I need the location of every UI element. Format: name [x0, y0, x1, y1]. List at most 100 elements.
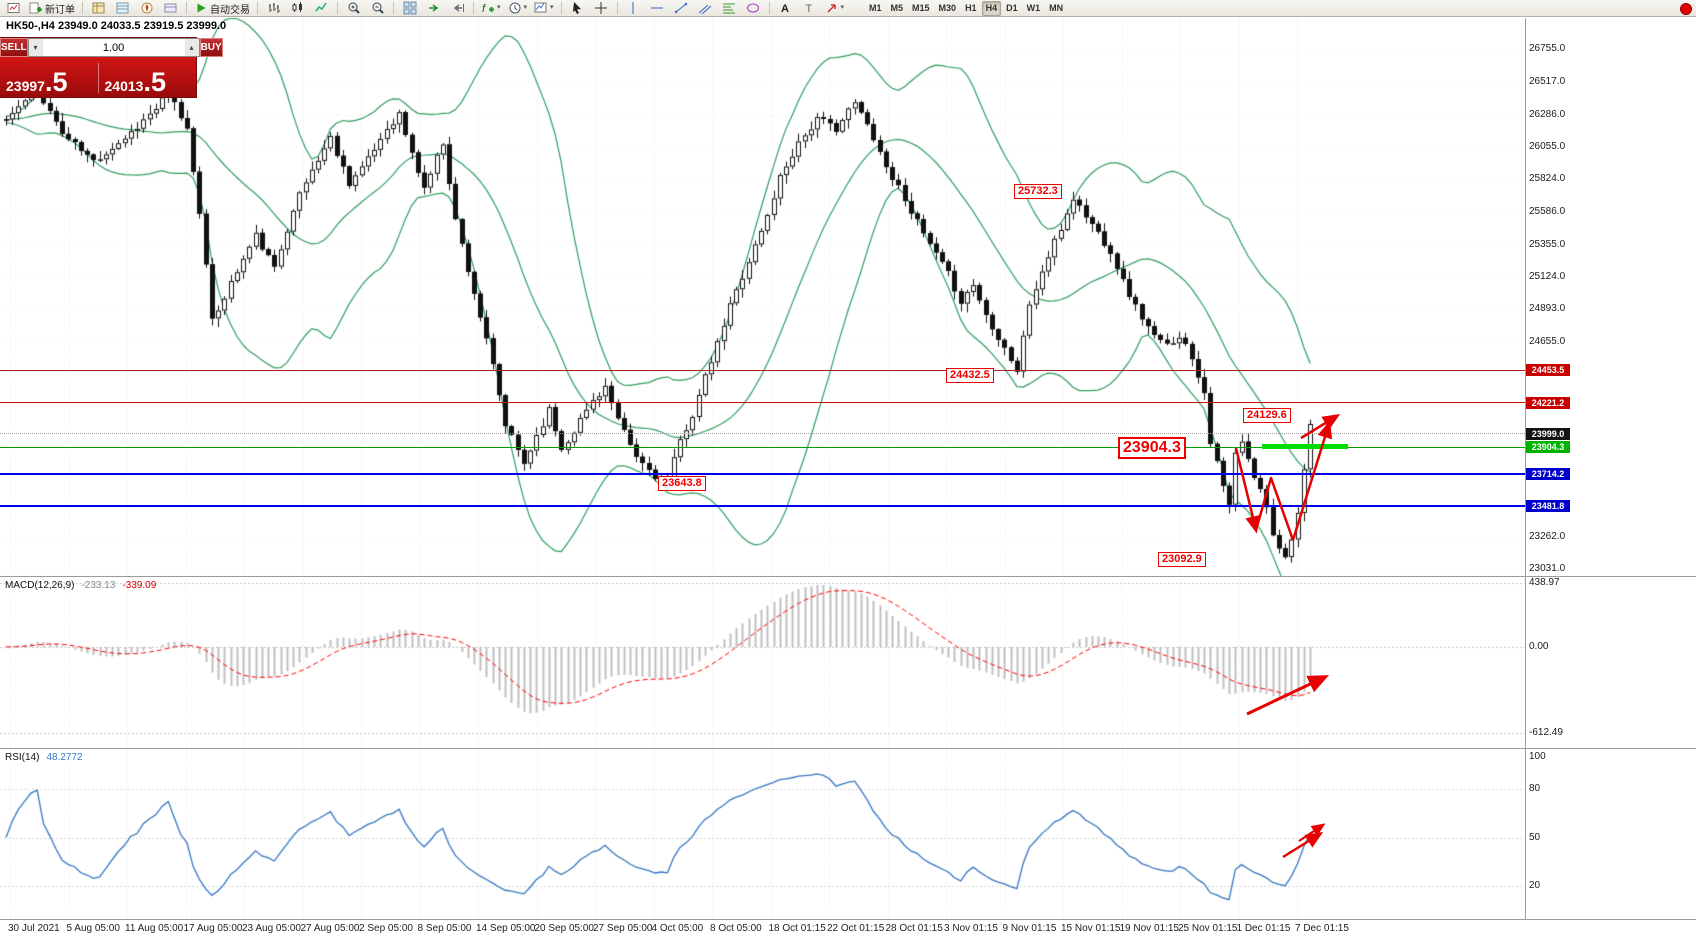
time-axis-label: 8 Sep 05:00 — [417, 923, 472, 934]
toolbar-separator — [768, 2, 770, 14]
timeframe-h4-button[interactable]: H4 — [981, 1, 1002, 16]
new-chart-button[interactable] — [2, 0, 25, 17]
time-axis-label: 23 Aug 05:00 — [242, 923, 301, 934]
resistance-line-24221[interactable] — [0, 402, 1525, 404]
time-axis-label: 3 Nov 01:15 — [944, 923, 998, 934]
price-axis-badge: 23999.0 — [1526, 427, 1570, 440]
time-axis-label: 9 Nov 01:15 — [1002, 923, 1057, 934]
price-axis-label: 26755.0 — [1529, 43, 1566, 54]
chart-shift-button[interactable] — [446, 0, 469, 17]
rsi-panel-separator[interactable] — [0, 748, 1696, 749]
timeframe-w1-button[interactable]: W1 — [1026, 3, 1041, 13]
autotrading-button[interactable]: 自动交易 — [191, 0, 253, 17]
timeframe-m15-button[interactable]: M15 — [912, 3, 930, 13]
crosshair-button[interactable] — [590, 0, 613, 17]
price-axis-label: 26055.0 — [1529, 140, 1566, 152]
timeframe-m1-button[interactable]: M1 — [869, 3, 882, 13]
last-price-line-23999[interactable] — [0, 433, 1525, 435]
text-label-button[interactable]: T — [798, 0, 821, 17]
price-chart-canvas[interactable] — [0, 0, 1525, 937]
indicators-button[interactable]: f ▾ — [482, 3, 501, 15]
horizontal-line-button[interactable] — [646, 0, 669, 17]
volume-decrease-button[interactable]: ▾ — [28, 39, 43, 56]
toolbar-separator — [473, 2, 474, 14]
navigator-button[interactable] — [135, 0, 158, 17]
alert-icon[interactable] — [1680, 3, 1692, 15]
price-axis-label: 25586.0 — [1529, 206, 1566, 218]
toolbar-separator — [616, 2, 618, 14]
volume-increase-button[interactable]: ▴ — [184, 39, 199, 56]
macd-axis-label: -612.49 — [1529, 727, 1563, 738]
shapes-button[interactable] — [742, 0, 765, 17]
rsi-axis-label: 100 — [1529, 751, 1546, 762]
tile-windows-button[interactable] — [398, 0, 421, 17]
svg-text:f: f — [482, 3, 486, 15]
time-axis-label: 8 Oct 05:00 — [710, 923, 762, 934]
trade-widget-prices: 23997.5 24013.5 — [0, 57, 196, 97]
price-axis-label: 26286.0 — [1529, 108, 1566, 120]
vertical-line-button[interactable] — [622, 0, 645, 17]
support-line-23714[interactable] — [0, 472, 1525, 475]
macd-panel-separator[interactable] — [0, 576, 1696, 577]
time-axis-label: 27 Aug 05:00 — [300, 923, 360, 934]
timeframe-h1-button[interactable]: H1 — [965, 3, 977, 13]
chart-info-line: HK50-,H4 23949.0 24033.5 23919.5 23999.0 — [6, 20, 227, 32]
arrows-button[interactable]: ▾ — [822, 0, 848, 17]
volume-input[interactable] — [42, 39, 185, 56]
price-label-24129[interactable]: 24129.6 — [1243, 407, 1291, 423]
equidistant-channel-button[interactable] — [694, 0, 717, 17]
rsi-axis-label: 20 — [1529, 880, 1541, 892]
sell-button[interactable]: SELL — [0, 38, 28, 57]
support-zone-highlight[interactable] — [1262, 443, 1348, 449]
bid-price[interactable]: 23997.5 — [0, 69, 98, 97]
cursor-button[interactable] — [566, 0, 589, 17]
toolbar-separator — [186, 2, 187, 14]
timeframe-m30-button[interactable]: M30 — [938, 3, 957, 13]
zoom-out-button[interactable] — [366, 0, 389, 17]
price-label-23092[interactable]: 23092.9 — [1158, 552, 1206, 568]
macd-main-value: -233.13 — [81, 580, 116, 591]
terminal-button[interactable] — [159, 0, 182, 17]
fibonacci-button[interactable] — [718, 0, 741, 17]
periods-button[interactable]: ▾ — [505, 0, 531, 17]
price-axis-label: 23031.0 — [1529, 563, 1566, 575]
time-axis-label: 7 Dec 01:15 — [1295, 923, 1349, 934]
bar-chart-button[interactable] — [262, 0, 285, 17]
ask-price[interactable]: 24013.5 — [99, 69, 197, 97]
timeframe-m5-button[interactable]: M5 — [890, 3, 904, 13]
line-chart-button[interactable] — [310, 0, 333, 17]
timeframe-toolbar: M1 M5 M15 M30 H1 H4 D1 W1 MN — [865, 1, 1067, 16]
price-label-23643[interactable]: 23643.8 — [658, 475, 706, 491]
resistance-line-24453[interactable] — [0, 369, 1525, 371]
price-axis-label: 24893.0 — [1529, 303, 1566, 315]
price-label-23904[interactable]: 23904.3 — [1118, 437, 1186, 460]
time-axis-label: 25 Nov 01:15 — [1178, 923, 1238, 934]
timeframe-d1-button[interactable]: D1 — [1006, 3, 1018, 13]
candlestick-chart-button[interactable] — [286, 0, 309, 17]
trade-widget-controls: SELL ▾ ▴ BUY — [0, 38, 223, 57]
timeframe-mn-button[interactable]: MN — [1049, 3, 1064, 13]
price-axis-badge: 23904.3 — [1526, 441, 1570, 454]
templates-button[interactable]: ▾ — [531, 0, 557, 17]
auto-scroll-button[interactable] — [422, 0, 445, 17]
macd-label: MACD(12,26,9) — [5, 580, 75, 591]
trendline-button[interactable] — [670, 0, 693, 17]
rsi-label: RSI(14) — [5, 752, 40, 763]
price-label-25732[interactable]: 25732.3 — [1014, 183, 1062, 199]
time-axis-label: 11 Aug 05:00 — [125, 923, 184, 934]
time-axis-label: 18 Oct 01:15 — [768, 923, 826, 934]
data-window-button[interactable] — [111, 0, 134, 17]
toolbar-separator — [82, 2, 83, 14]
support-line-23904[interactable] — [0, 446, 1525, 448]
zoom-in-button[interactable] — [342, 0, 365, 17]
time-axis-label: 1 Dec 01:15 — [1236, 923, 1291, 934]
rsi-axis-label: 50 — [1529, 831, 1541, 843]
support-line-23481[interactable] — [0, 505, 1525, 508]
buy-button[interactable]: BUY — [199, 38, 223, 57]
new-order-button[interactable]: 新订单 — [26, 0, 78, 17]
toolbar-separator — [560, 2, 562, 14]
text-button[interactable]: A — [774, 0, 797, 17]
market-watch-button[interactable] — [87, 0, 110, 17]
macd-signal-value: -339.09 — [122, 580, 157, 591]
price-label-24432[interactable]: 24432.5 — [946, 367, 994, 383]
